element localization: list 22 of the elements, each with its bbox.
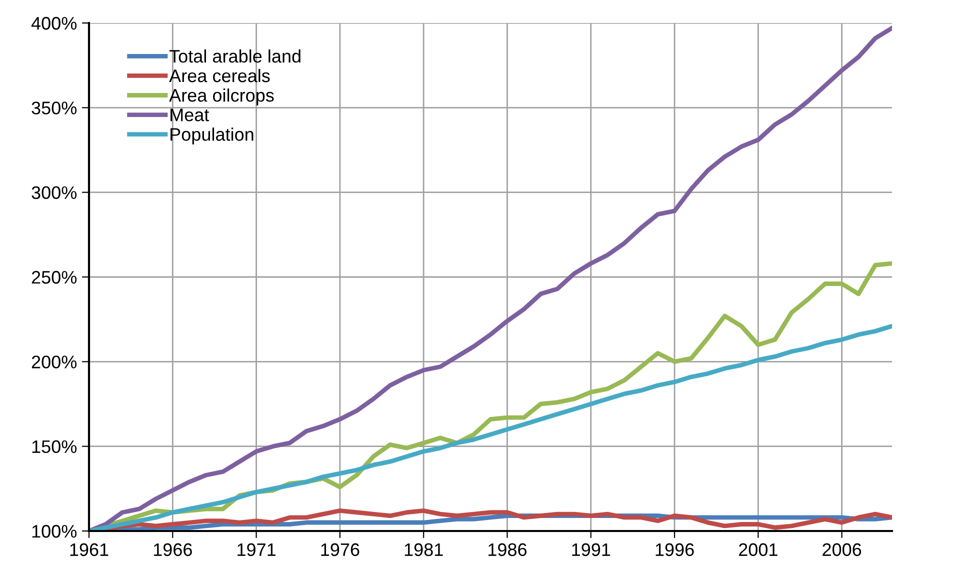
legend-label: Total arable land	[169, 49, 300, 63]
x-tick-label: 1996	[656, 543, 694, 556]
x-tick-label: 1966	[154, 543, 192, 556]
legend-label: Meat	[170, 108, 210, 122]
x-tick-label: 1981	[404, 543, 443, 556]
y-tick-label: 150%	[32, 440, 77, 454]
x-tick-label: 2001	[738, 543, 778, 556]
x-tick-label: 1991	[572, 543, 610, 556]
y-tick-label: 200%	[32, 356, 77, 368]
y-tick-label: 300%	[32, 186, 77, 200]
y-tick-label: 100%	[32, 524, 77, 538]
x-tick-label: 1961	[70, 543, 108, 556]
legend-label: Population	[170, 128, 254, 144]
x-tick-label: 1976	[321, 543, 360, 556]
x-tick-label: 1986	[488, 543, 527, 556]
legend-label: Area oilcrops	[169, 88, 274, 106]
x-tick-label: 2006	[822, 543, 862, 556]
y-tick-label: 250%	[32, 270, 77, 284]
legend-label: Area cereals	[169, 68, 270, 82]
y-tick-label: 350%	[32, 102, 77, 114]
y-tick-label: 400%	[31, 16, 77, 30]
x-tick-label: 1971	[238, 543, 276, 556]
